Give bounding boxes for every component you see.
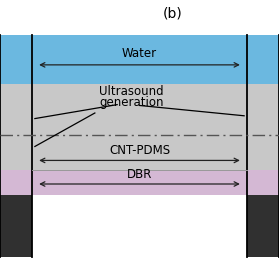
- Bar: [247, 195, 279, 257]
- Bar: [32, 170, 247, 195]
- Bar: [247, 35, 279, 84]
- Text: Water: Water: [122, 47, 157, 60]
- Bar: [247, 84, 279, 170]
- Text: Ultrasound: Ultrasound: [99, 85, 163, 98]
- Bar: [0, 84, 32, 170]
- Text: generation: generation: [99, 96, 163, 109]
- Text: DBR: DBR: [127, 168, 152, 181]
- Text: (b): (b): [163, 7, 183, 21]
- Bar: [0, 170, 32, 195]
- Bar: [0, 195, 32, 257]
- Bar: [32, 35, 247, 84]
- Text: CNT-PDMS: CNT-PDMS: [109, 144, 170, 157]
- Bar: [247, 170, 279, 195]
- Bar: [0, 35, 32, 84]
- Bar: [32, 84, 247, 170]
